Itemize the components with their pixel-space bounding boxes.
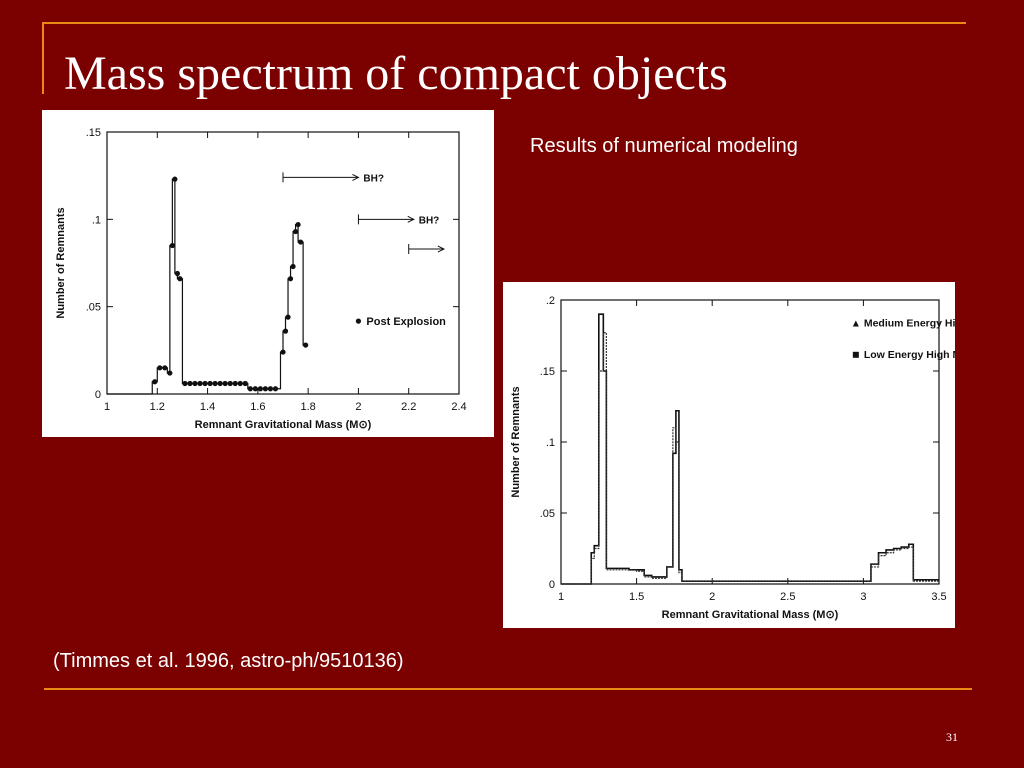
x-axis-label: Remnant Gravitational Mass (M⊙)	[662, 609, 839, 621]
x-tick-label: 3.5	[931, 591, 946, 603]
series-line-post-explosion	[151, 178, 309, 394]
legend-marker-triangle	[852, 320, 859, 327]
data-point	[282, 328, 289, 334]
legend-label: Low Energy High Mass Models	[864, 349, 955, 361]
plot-frame	[560, 299, 940, 585]
x-tick-label: 3	[860, 591, 866, 603]
series-line-medium-energy	[561, 313, 939, 585]
data-point	[287, 276, 294, 282]
plot-post-explosion: 1 1.2 1.4 1.6 1.8 2 2.2 2.4 0 .05 .1 .15 Remnant Gra…	[42, 110, 494, 437]
x-axis-label: Remnant Gravitational Mass (M⊙)	[195, 419, 372, 431]
x-tick-label: 2.2	[401, 401, 416, 413]
data-point	[262, 386, 268, 392]
data-point	[290, 263, 296, 270]
data-point	[157, 365, 163, 371]
chart-2-svg: 1 1.5 2 2.5 3 3.5 0 .05 .1 .15 .2 Remnant Gravitati…	[510, 295, 1024, 621]
x-tick-label: 1.8	[300, 401, 315, 413]
y-tick-label: .15	[86, 127, 101, 139]
y-axis-label: Number of Remnants	[55, 207, 67, 318]
data-point	[152, 379, 158, 385]
x-tick-label: 1	[558, 591, 564, 603]
data-point	[207, 380, 213, 387]
x-tick-label: 1.4	[200, 401, 215, 413]
y-tick-label: .1	[546, 437, 555, 449]
annotation-arrow-head	[352, 173, 360, 181]
y-tick-label: .05	[86, 302, 101, 314]
data-point	[162, 365, 168, 371]
data-point	[197, 380, 203, 387]
data-point	[303, 342, 309, 348]
data-point	[222, 380, 228, 387]
legend-label: Medium Energy High Mass Models	[864, 318, 955, 330]
data-point	[174, 270, 180, 277]
page-number: 31	[946, 730, 958, 744]
y-tick-label: .15	[540, 366, 555, 378]
bottom-accent-line	[44, 688, 972, 690]
legend-marker	[355, 318, 362, 324]
data-point	[298, 239, 304, 245]
x-tick-label: 1.5	[629, 591, 644, 603]
annotation-arrow-head	[437, 245, 446, 253]
y-tick-label: 0	[549, 579, 555, 591]
x-tick-label: 2.4	[451, 401, 466, 413]
data-point	[285, 314, 291, 320]
plot-frame	[106, 131, 460, 395]
x-tick-label: 2	[709, 591, 715, 603]
x-tick-label: 2.5	[780, 591, 795, 603]
chart-1-svg: 1 1.2 1.4 1.6 1.8 2 2.2 2.4 0 .05 .1 .15 Remnant Gra…	[55, 127, 467, 431]
x-tick-label: 1.6	[250, 401, 265, 413]
x-tick-label: 2	[355, 401, 361, 413]
data-point	[257, 386, 263, 392]
legend-label: Post Explosion	[366, 316, 446, 328]
slide-title: Mass spectrum of compact objects	[64, 47, 728, 100]
top-accent-line	[44, 22, 966, 24]
legend-marker-square	[852, 351, 859, 358]
data-point	[167, 370, 173, 376]
data-point	[247, 386, 253, 392]
data-point	[192, 380, 198, 387]
y-axis-label: Number of Remnants	[510, 386, 522, 497]
y-tick-label: .1	[92, 214, 101, 226]
data-point	[172, 176, 178, 182]
data-point	[242, 380, 248, 387]
y-tick-label: .2	[546, 295, 555, 307]
data-point	[272, 386, 279, 392]
data-point	[227, 380, 233, 387]
left-accent-line	[42, 22, 44, 94]
series-line-low-energy	[561, 332, 939, 585]
y-tick-label: 0	[95, 389, 101, 401]
slide-subtitle: Results of numerical modeling	[530, 135, 798, 157]
data-point	[292, 228, 299, 235]
data-point	[202, 380, 208, 387]
data-point	[187, 380, 193, 387]
data-point	[232, 380, 238, 387]
annotation-label: BH?	[363, 173, 384, 184]
data-point	[182, 380, 188, 387]
annotation-arrow-head	[407, 215, 415, 223]
data-point	[280, 349, 286, 355]
annotation-label: BH?	[419, 215, 440, 226]
x-tick-label: 1.2	[150, 401, 165, 413]
y-tick-label: .05	[540, 508, 555, 520]
data-point	[237, 380, 243, 387]
data-point	[252, 386, 258, 392]
data-point	[169, 242, 175, 249]
data-point	[217, 380, 223, 387]
x-tick-label: 1	[104, 401, 110, 413]
citation: (Timmes et al. 1996, astro-ph/9510136)	[53, 650, 404, 672]
plot-high-mass-models: 1 1.5 2 2.5 3 3.5 0 .05 .1 .15 .2 Remnant Gravitati…	[503, 282, 1024, 628]
data-point	[212, 380, 218, 387]
data-point	[177, 276, 183, 282]
data-point	[295, 221, 301, 228]
data-point	[267, 386, 274, 392]
